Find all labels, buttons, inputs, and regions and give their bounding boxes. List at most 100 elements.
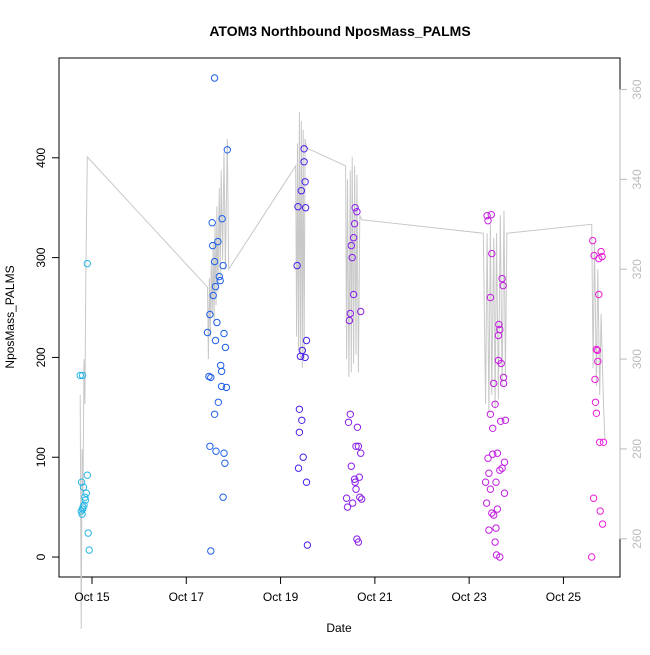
data-point <box>595 290 603 299</box>
trace-line <box>79 111 606 629</box>
data-point <box>484 454 492 462</box>
data-point <box>500 458 509 466</box>
data-point <box>220 329 228 338</box>
data-point <box>206 442 214 450</box>
data-point <box>300 145 308 153</box>
data-point <box>299 453 307 461</box>
data-point <box>482 499 491 507</box>
y2-tick-label: 360 <box>630 79 644 99</box>
data-point <box>350 220 359 228</box>
data-point <box>490 511 498 519</box>
data-point <box>493 505 502 513</box>
data-point <box>81 493 89 501</box>
data-point <box>591 398 600 406</box>
y-tick-label: 0 <box>34 553 48 560</box>
data-point <box>492 478 500 486</box>
data-point <box>492 524 500 532</box>
x-axis-label: Date <box>326 621 352 635</box>
data-point <box>346 309 354 318</box>
data-point <box>207 373 215 382</box>
data-point <box>298 416 306 424</box>
data-point <box>594 357 602 366</box>
data-point <box>215 272 224 281</box>
data-point <box>484 217 492 225</box>
data-point <box>598 252 606 261</box>
data-point <box>488 249 496 258</box>
data-point <box>209 291 217 300</box>
data-point <box>597 247 605 256</box>
y-tick-label: 300 <box>34 247 48 267</box>
data-point <box>496 553 504 561</box>
data-point <box>210 410 219 418</box>
y2-tick-label: 300 <box>630 349 644 369</box>
data-point <box>598 520 607 528</box>
data-point <box>352 485 360 493</box>
data-point <box>589 494 598 502</box>
data-point <box>486 293 495 302</box>
data-point <box>295 428 304 436</box>
chart-title: ATOM3 Northbound NposMass_PALMS <box>209 23 470 39</box>
data-point <box>210 257 219 266</box>
data-point <box>222 383 231 392</box>
data-point <box>495 320 503 329</box>
data-point <box>346 410 354 418</box>
y-axis: 0 100 200 300 400 <box>34 147 59 560</box>
data-point <box>84 529 92 537</box>
y2-tick-label: 320 <box>630 259 644 279</box>
x-tick-label: Oct 15 <box>74 590 110 604</box>
data-point <box>217 382 226 391</box>
data-point <box>301 204 310 212</box>
data-point <box>77 507 85 515</box>
data-point <box>488 509 496 517</box>
points-layer <box>76 74 608 561</box>
y-tick-label: 400 <box>34 147 48 167</box>
data-point <box>210 74 219 82</box>
data-point <box>485 526 493 534</box>
data-point <box>223 146 232 154</box>
data-point <box>85 546 93 554</box>
x-tick-label: Oct 17 <box>169 590 205 604</box>
data-point <box>298 346 306 355</box>
data-point <box>211 282 220 291</box>
data-point <box>221 459 229 467</box>
data-point <box>301 178 309 186</box>
data-point <box>356 493 364 501</box>
data-point <box>294 464 303 472</box>
data-point <box>207 547 215 555</box>
data-point <box>351 204 359 212</box>
data-point <box>354 538 363 546</box>
data-point <box>214 398 223 406</box>
data-point <box>493 449 502 457</box>
data-point <box>599 438 608 446</box>
data-point <box>500 489 509 497</box>
data-point <box>221 343 230 352</box>
y2-tick-label: 340 <box>630 169 644 189</box>
data-point <box>350 475 359 483</box>
data-point <box>83 471 92 479</box>
data-point <box>496 466 504 474</box>
data-point <box>302 336 311 345</box>
y-axis-label: NposMass_PALMS <box>3 265 17 368</box>
data-point <box>209 241 217 250</box>
data-point <box>78 371 87 380</box>
data-point <box>355 473 363 481</box>
data-point <box>499 379 508 388</box>
data-point <box>303 541 312 549</box>
data-point <box>342 494 351 502</box>
data-point <box>588 553 596 561</box>
data-point <box>486 485 495 493</box>
data-point <box>358 495 366 503</box>
data-point <box>348 253 356 262</box>
data-point <box>344 418 353 426</box>
data-point <box>491 538 499 546</box>
data-point <box>497 417 505 425</box>
data-point <box>481 478 490 486</box>
data-point <box>294 203 302 211</box>
data-point <box>79 503 87 511</box>
data-point <box>219 493 227 501</box>
data-point <box>219 261 227 270</box>
data-point <box>352 442 360 450</box>
x-tick-label: Oct 21 <box>357 590 393 604</box>
